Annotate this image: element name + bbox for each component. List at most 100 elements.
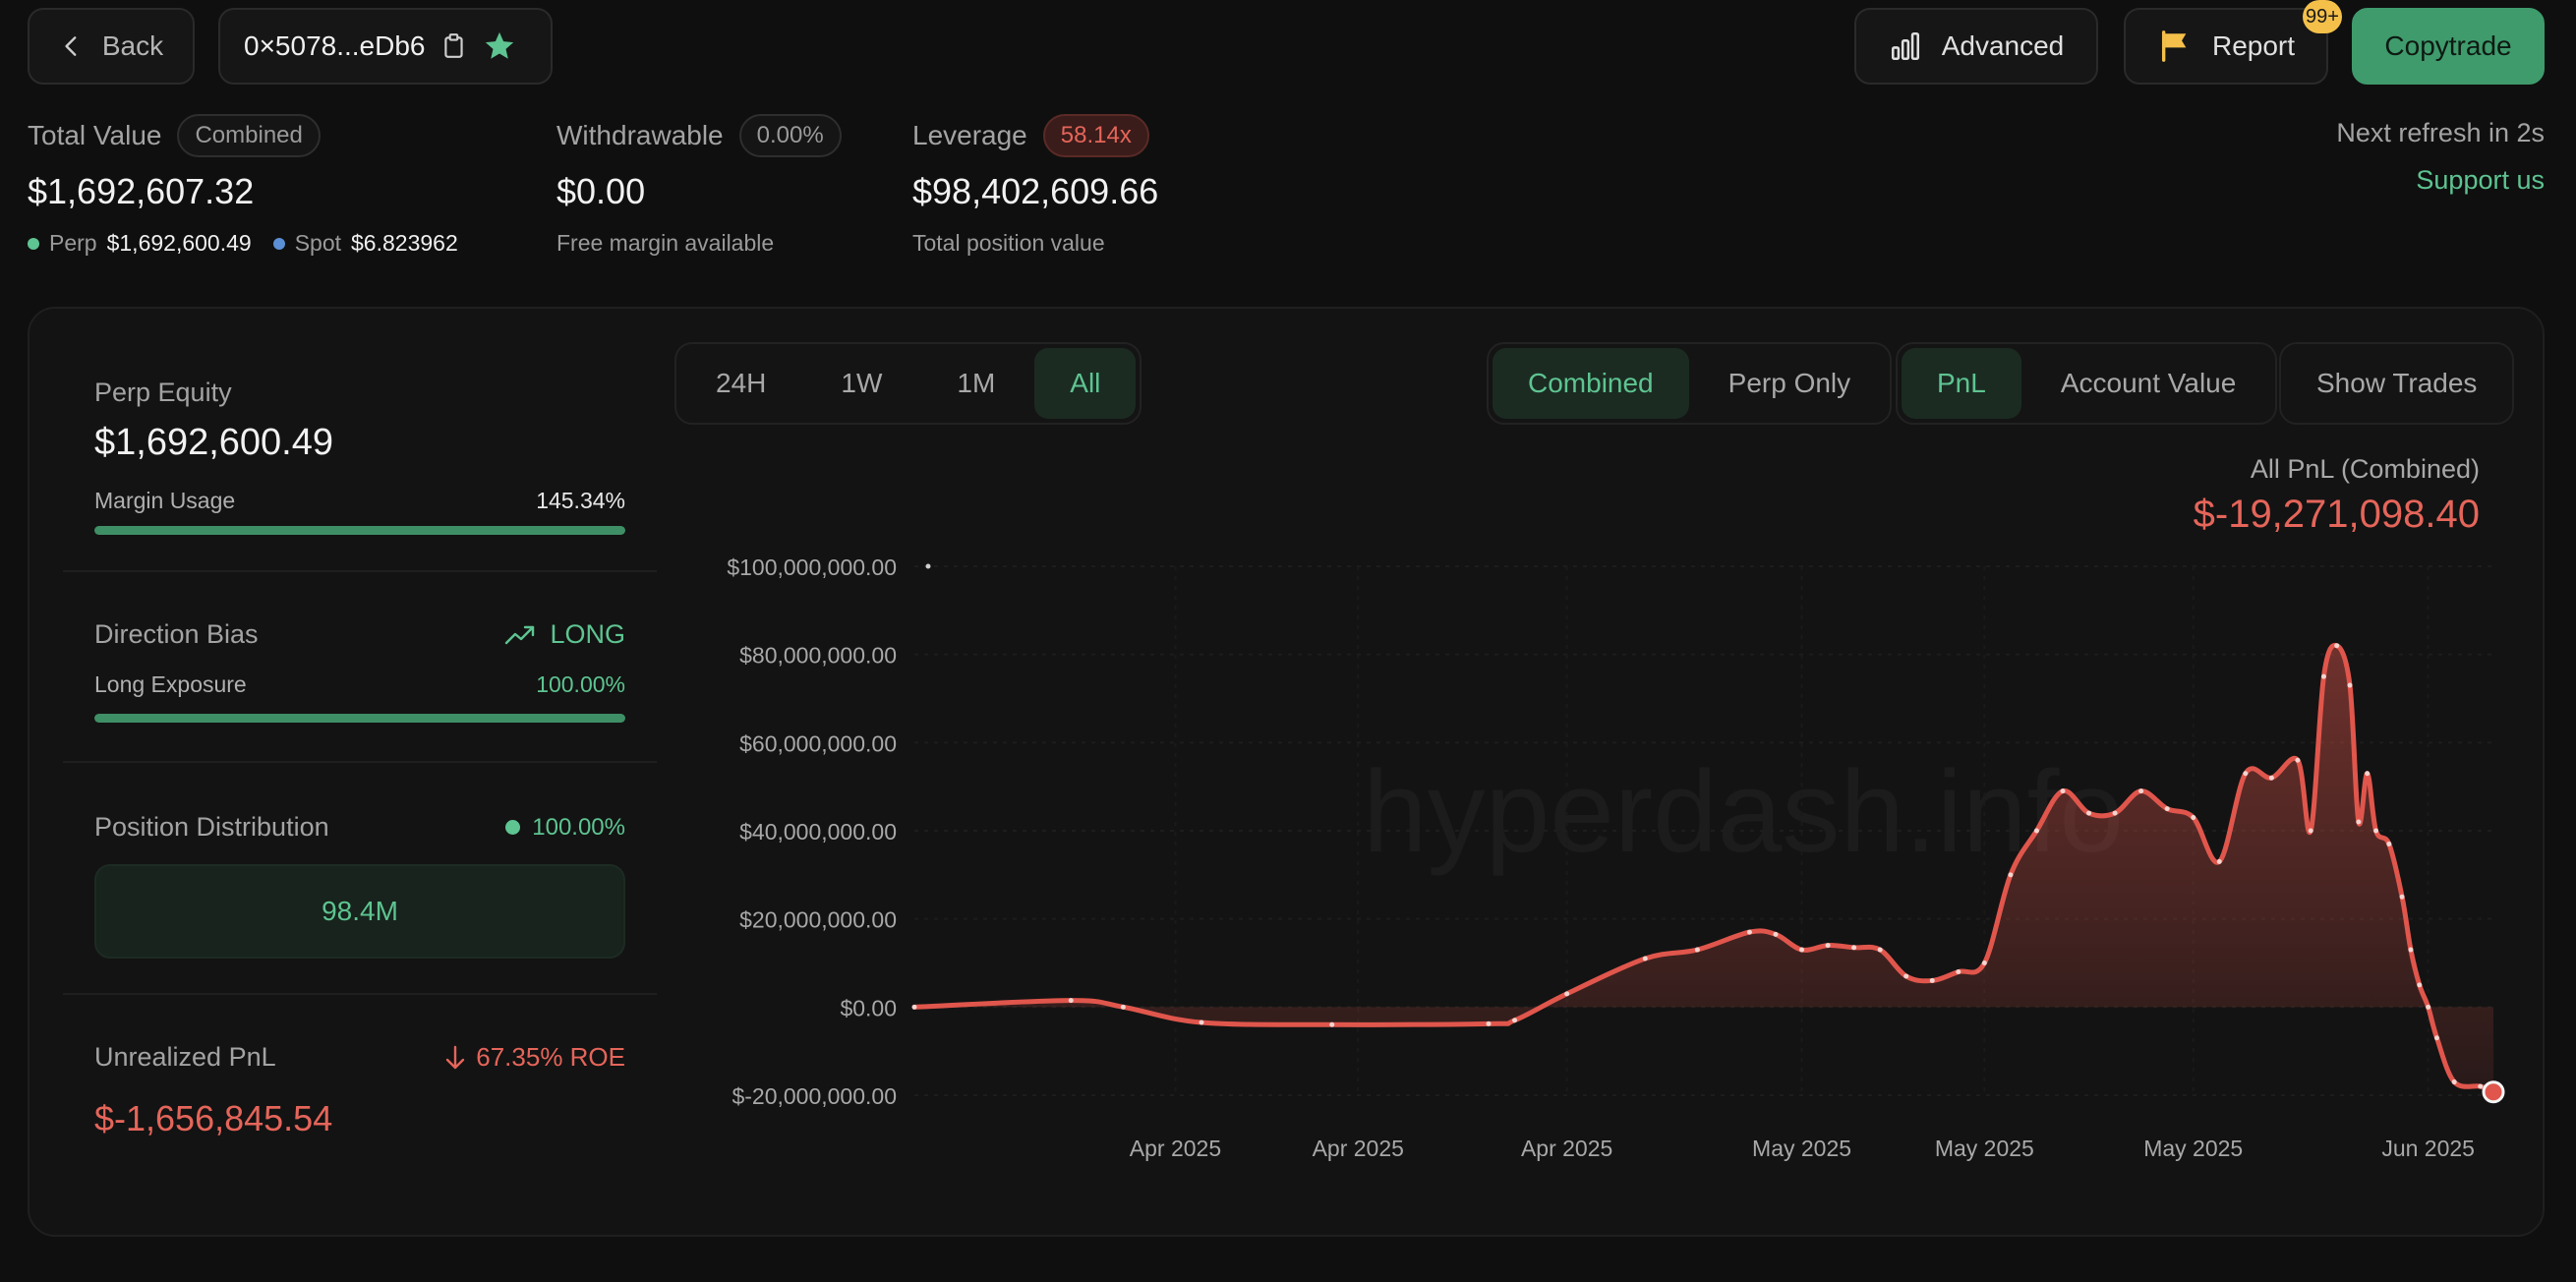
address-chip: 0×5078...eDb6 [218,8,553,85]
perp-equity-section: Perp Equity $1,692,600.49 Margin Usage 1… [94,378,625,535]
show-trades-button[interactable]: Show Trades [2279,342,2515,425]
data-point [2086,810,2092,816]
perp-label: Perp [49,230,97,256]
direction-bias-value: LONG [550,619,625,649]
perp-value: $1,692,600.49 [106,230,252,256]
leverage-label-row: Leverage 58.14x [912,114,1149,157]
data-point [2334,643,2340,649]
scope-selector: Combined Perp Only [1487,342,1893,425]
free-margin-caption: Free margin available [556,230,775,256]
star-icon[interactable] [483,29,516,63]
total-position-caption: Total position value [912,230,1105,256]
roe-indicator: 67.35% ROE [444,1042,625,1073]
x-tick-label: Jun 2025 [2381,1136,2475,1161]
data-point [1877,947,1883,953]
margin-usage-row: Margin Usage 145.34% [94,488,625,514]
chart-title: All PnL (Combined) [2251,454,2480,484]
data-point [1694,947,1700,953]
data-point [1564,991,1570,997]
sidebar-divider [63,761,657,763]
back-label: Back [101,30,164,61]
data-point [2451,1079,2457,1085]
copy-icon[interactable] [441,32,467,60]
data-point [1929,977,1935,983]
margin-usage-bar [94,526,625,535]
copytrade-button[interactable]: Copytrade [2352,8,2545,85]
time-range-selector: 24H 1W 1M All [674,342,1142,425]
wallet-address: 0×5078...eDb6 [244,30,426,61]
scope-tab-combined[interactable]: Combined [1493,348,1689,419]
pnl-line [911,642,2496,1095]
range-tab-1w[interactable]: 1W [841,368,883,398]
data-point [2308,828,2313,834]
copytrade-label: Copytrade [2384,30,2512,61]
data-point [2478,1083,2484,1089]
direction-bias-indicator: LONG [504,619,625,650]
y-tick-label: $40,000,000.00 [739,819,897,845]
data-point [1851,945,1857,951]
range-tab-24h[interactable]: 24H [716,368,767,398]
advanced-label: Advanced [1941,30,2065,61]
long-exposure-row: Long Exposure 100.00% [94,671,625,698]
chart-watermark: hyperdash.info [1363,747,2124,877]
metric-tab-pnl[interactable]: PnL [1902,348,2021,419]
range-tab-all[interactable]: All [1034,348,1137,419]
combined-badge: Combined [177,114,321,157]
data-point [1903,973,1909,979]
unrealized-pnl-value: $-1,656,845.54 [94,1098,333,1138]
direction-bias-row: Direction Bias LONG [94,619,625,650]
position-distribution-block[interactable]: 98.4M [94,864,625,959]
data-point [2365,771,2371,777]
withdrawable-value: $0.00 [556,171,646,211]
long-exposure-value: 100.00% [536,671,625,697]
report-count-badge: 99+ [2303,0,2342,33]
range-tab-1m[interactable]: 1M [957,368,996,398]
data-point [1329,1021,1335,1027]
main-panel: Perp Equity $1,692,600.49 Margin Usage 1… [28,307,2545,1237]
advanced-button[interactable]: Advanced [1854,8,2098,85]
data-point [1956,968,1961,974]
metric-selector: PnL Account Value [1896,342,2278,425]
data-point [1068,998,1074,1004]
perp-equity-value: $1,692,600.49 [94,422,334,463]
unrealized-pnl-row: Unrealized PnL 67.35% ROE [94,1042,625,1073]
total-value-breakdown: Perp $1,692,600.49 Spot $6.823962 [28,230,458,257]
y-tick-label: $0.00 [840,995,897,1020]
data-point [2164,806,2170,812]
report-label: Report [2211,30,2296,61]
data-point [1199,1020,1204,1025]
x-tick-label: May 2025 [2143,1136,2243,1161]
spot-value: $6.823962 [351,230,458,256]
x-tick-label: Apr 2025 [1521,1136,1612,1161]
trending-up-icon [505,625,535,644]
withdrawable-label-row: Withdrawable 0.00% [556,114,842,157]
data-point [2243,771,2249,777]
margin-usage-value: 145.34% [536,488,625,513]
back-button[interactable]: Back [28,8,195,85]
data-point [1799,947,1805,953]
flag-icon [2161,30,2187,62]
y-tick-label: $-20,000,000.00 [732,1083,897,1109]
data-point [1773,931,1779,937]
margin-usage-fill [94,526,625,535]
chevron-left-icon [65,36,77,56]
data-point [2216,858,2222,864]
long-dot [505,820,521,835]
data-point [1642,956,1648,962]
data-point [911,1004,917,1010]
support-link[interactable]: Support us [2416,165,2545,195]
direction-bias-label: Direction Bias [94,619,259,649]
refresh-countdown: Next refresh in 2s [2336,118,2545,147]
pnl-area [914,645,2493,1092]
x-tick-label: Apr 2025 [1313,1136,1404,1161]
unrealized-pnl-label: Unrealized PnL [94,1042,276,1072]
spot-dot [272,237,285,250]
leverage-badge: 58.14x [1042,114,1149,157]
direction-bias-section: Direction Bias LONG Long Exposure 100.00… [94,619,625,723]
metric-tab-account-value[interactable]: Account Value [2060,368,2237,398]
data-point [2347,682,2353,688]
roe-value: 67.35% ROE [476,1042,625,1072]
report-button[interactable]: Report [2124,8,2328,85]
pnl-chart[interactable]: hyperdash.info $100,000,000.00 $80,000,000… [29,309,2547,1239]
scope-tab-perp-only[interactable]: Perp Only [1727,368,1851,398]
